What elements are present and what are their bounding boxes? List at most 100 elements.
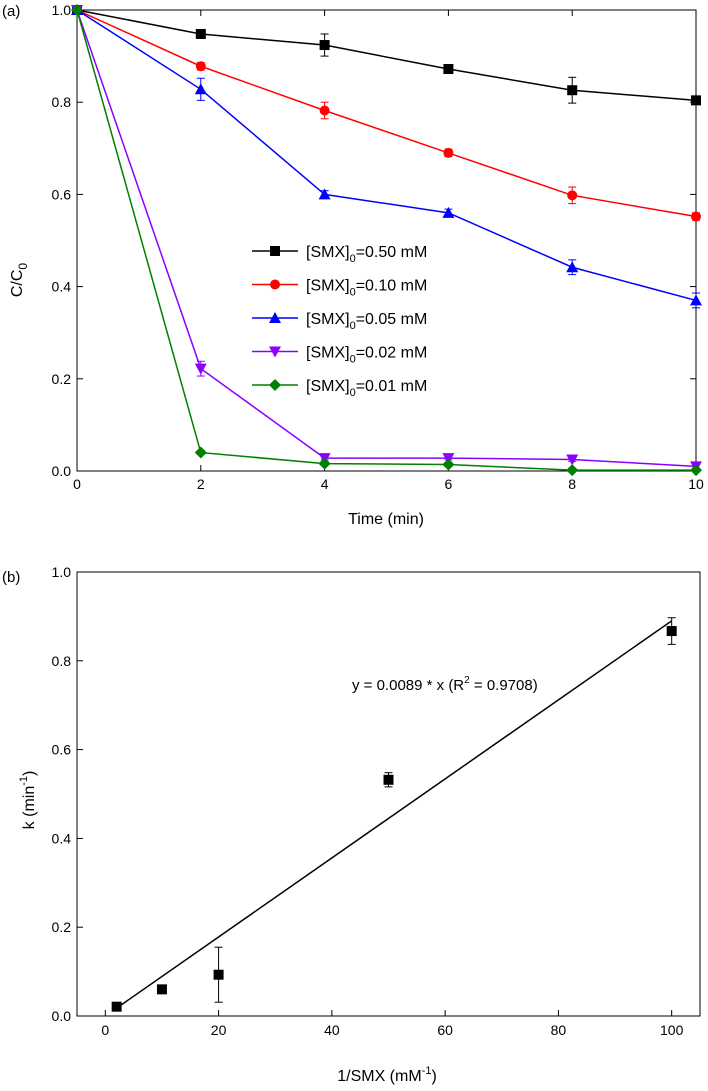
fit-equation-suffix: = 0.9708) xyxy=(470,677,538,694)
panel-b-x-tick-label: 60 xyxy=(437,1022,453,1038)
series-5-line xyxy=(76,9,696,471)
legend-entry-4: [SMX]0=0.02 mM xyxy=(252,345,427,366)
panel-b-x-tick-label: 0 xyxy=(101,1022,109,1038)
panel-a-x-tick-label: 0 xyxy=(73,476,81,492)
data-point xyxy=(666,626,677,637)
series-5-point xyxy=(194,446,207,459)
panel-b-x-axis-title-sup: -1 xyxy=(422,1065,432,1077)
panel-b-x-axis-title-main: 1/SMX (mM xyxy=(337,1068,421,1085)
legend-marker xyxy=(269,346,281,358)
legend-marker xyxy=(270,246,280,256)
panel-a-y-tick-label: 0.4 xyxy=(52,279,72,295)
panel-a-x-tick-label: 2 xyxy=(197,476,205,492)
legend-entry-1: [SMX]0=0.50 mM xyxy=(252,244,427,265)
panel-b-y-axis-title-sup: -1 xyxy=(18,776,30,786)
legend-label: [SMX]0=0.50 mM xyxy=(306,244,427,265)
panel-a-y-tick-label: 0.2 xyxy=(52,371,72,387)
series-5-point xyxy=(318,457,331,470)
data-point xyxy=(383,774,394,785)
panel-a-y-tick-label: 0.0 xyxy=(52,463,72,479)
panel-a-y-tick-label: 1.0 xyxy=(52,2,72,18)
panel-a-x-tick-label: 8 xyxy=(568,476,576,492)
panel-a-label: (a) xyxy=(2,3,20,20)
panel-a: (a) 0 2 4 6 8 10 0.0 0.2 0.4 0.6 0.8 1.0 Time (min… xyxy=(2,2,704,528)
panel-a-y-axis-title-sub: 0 xyxy=(16,263,30,270)
panel-b: (b) 0 20 40 60 80 100 0.0 0.2 0.4 0.6 0.8 1.0 1/SM… xyxy=(2,564,701,1085)
panel-a-series xyxy=(71,4,702,477)
series-2-point xyxy=(443,147,454,158)
panel-b-x-axis-title-end: ) xyxy=(431,1068,436,1085)
series-2-point xyxy=(195,61,206,72)
legend-label: [SMX]0=0.10 mM xyxy=(306,278,427,299)
panel-a-y-tick-label: 0.8 xyxy=(52,94,72,110)
panel-b-x-tick-label: 20 xyxy=(211,1022,227,1038)
data-point-group xyxy=(383,772,394,788)
series-1-point xyxy=(691,95,701,106)
series-5 xyxy=(71,4,702,477)
panel-b-x-ticks: 0 20 40 60 80 100 xyxy=(101,1010,684,1038)
panel-b-y-tick-label: 0.0 xyxy=(52,1008,72,1024)
legend-entry-5: [SMX]0=0.01 mM xyxy=(252,378,427,399)
series-3-line xyxy=(76,9,697,302)
series-2-point xyxy=(567,190,578,201)
series-3-point xyxy=(690,294,702,306)
legend-entry-2: [SMX]0=0.10 mM xyxy=(252,278,427,299)
fit-equation-annotation: y = 0.0089 * x (R2 = 0.9708) xyxy=(352,675,538,694)
legend-label: [SMX]0=0.01 mM xyxy=(306,378,427,399)
panel-a-x-tick-label: 4 xyxy=(321,476,329,492)
data-point-group xyxy=(156,984,167,995)
legend-marker xyxy=(269,379,281,391)
panel-a-x-axis-title: Time (min) xyxy=(348,511,424,528)
fit-line xyxy=(116,620,673,1009)
series-2 xyxy=(72,5,701,222)
panel-b-fit xyxy=(116,620,673,1009)
panel-b-x-axis-title: 1/SMX (mM-1) xyxy=(337,1065,437,1085)
series-2-point xyxy=(319,105,330,116)
panel-b-y-ticks: 0.0 0.2 0.4 0.6 0.8 1.0 xyxy=(52,564,83,1024)
legend-label: [SMX]0=0.02 mM xyxy=(306,345,427,366)
panel-a-plot-frame xyxy=(76,9,697,472)
data-point xyxy=(111,1001,122,1012)
series-2-point xyxy=(691,211,701,222)
fit-equation-sup: 2 xyxy=(464,675,470,686)
panel-a-y-tick-label: 0.6 xyxy=(52,186,72,202)
data-point xyxy=(213,969,224,980)
series-4 xyxy=(71,5,702,473)
panel-b-x-tick-label: 100 xyxy=(660,1022,684,1038)
legend-marker xyxy=(269,312,281,323)
series-4-line xyxy=(76,9,697,468)
panel-b-y-axis-title-end: ) xyxy=(21,771,38,776)
series-1-point xyxy=(319,40,330,51)
series-1-line xyxy=(76,9,697,102)
panel-b-y-tick-label: 0.8 xyxy=(52,653,72,669)
panel-a-y-axis-title-main: C/C xyxy=(9,270,26,298)
series-5-point xyxy=(566,464,579,477)
panel-b-y-axis-title: k (min-1) xyxy=(18,771,38,830)
panel-b-label: (b) xyxy=(2,569,20,586)
data-point-group xyxy=(111,1001,122,1012)
panel-a-y-ticks: 0.0 0.2 0.4 0.6 0.8 1.0 xyxy=(52,2,696,479)
series-5-point xyxy=(690,464,702,477)
series-3-point xyxy=(442,206,455,218)
panel-b-points xyxy=(111,617,677,1012)
panel-a-x-tick-label: 6 xyxy=(445,476,453,492)
panel-b-x-tick-label: 40 xyxy=(324,1022,340,1038)
series-3-point xyxy=(318,188,331,200)
series-4-point xyxy=(566,454,579,466)
panel-b-y-tick-label: 0.2 xyxy=(52,919,72,935)
panel-b-y-tick-label: 0.6 xyxy=(52,742,72,758)
panel-a-legend: [SMX]0=0.50 mM [SMX]0=0.10 mM [SMX]0=0.05 … xyxy=(252,244,427,399)
legend-marker xyxy=(270,279,280,290)
series-5-point xyxy=(71,4,83,16)
panel-a-y-axis-title: C/C0 xyxy=(9,263,30,298)
series-4-point xyxy=(194,363,207,375)
panel-b-plot-frame xyxy=(76,571,701,1017)
legend-label: [SMX]0=0.05 mM xyxy=(306,311,427,332)
series-3-point xyxy=(194,83,207,95)
panel-b-x-tick-label: 80 xyxy=(551,1022,567,1038)
panel-b-y-axis-title-main: k (min xyxy=(21,786,38,830)
series-1-point xyxy=(443,64,454,75)
series-3-point xyxy=(566,261,579,273)
data-point-group xyxy=(213,946,224,1003)
